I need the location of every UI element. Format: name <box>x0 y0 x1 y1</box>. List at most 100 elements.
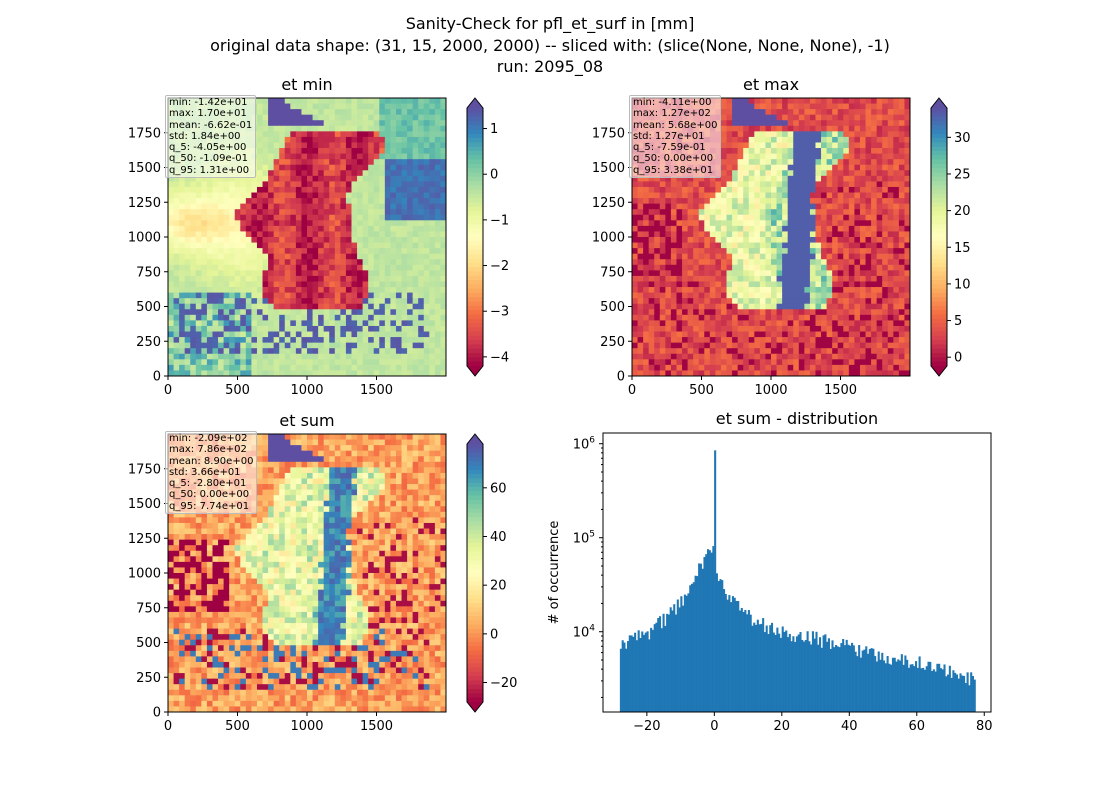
heatmap-cell <box>854 259 861 266</box>
heatmap-cell <box>373 214 380 221</box>
heatmap-cell <box>434 287 441 294</box>
heatmap-cell <box>295 98 302 105</box>
heatmap-cell <box>195 231 202 238</box>
heatmap-cell <box>893 198 900 205</box>
heatmap-cell <box>418 214 425 221</box>
heatmap-cell <box>776 192 783 199</box>
heatmap-cell <box>637 292 644 299</box>
heatmap-cell <box>340 314 347 321</box>
heatmap-cell <box>195 292 202 299</box>
heatmap-cell <box>440 370 447 377</box>
heatmap-cell <box>190 198 197 205</box>
heatmap-cell <box>429 170 436 177</box>
heatmap-cell <box>357 331 364 338</box>
heatmap-cell <box>440 225 447 232</box>
heatmap-cell <box>245 270 252 277</box>
heatmap-cell <box>787 131 794 138</box>
heatmap-cell <box>279 203 286 210</box>
heatmap-cell <box>345 331 352 338</box>
heatmap-cell <box>345 337 352 344</box>
heatmap-cell <box>201 214 208 221</box>
heatmap-cell <box>887 259 894 266</box>
heatmap-cell <box>251 314 258 321</box>
heatmap-cell <box>854 231 861 238</box>
heatmap-cell <box>709 237 716 244</box>
heatmap-cell <box>379 287 386 294</box>
heatmap-cell <box>201 342 208 349</box>
heatmap-cell <box>665 337 672 344</box>
heatmap-cell <box>440 259 447 266</box>
heatmap-cell <box>201 209 208 216</box>
heatmap-cell <box>709 253 716 260</box>
heatmap-cell <box>195 181 202 188</box>
heatmap-cell <box>759 125 766 132</box>
heatmap-cell <box>854 325 861 333</box>
heatmap-cell <box>737 237 744 244</box>
heatmap-cell <box>704 292 711 299</box>
heatmap-cell <box>251 198 258 205</box>
heatmap-cell <box>826 359 833 366</box>
heatmap-cell <box>654 303 661 310</box>
heatmap-cell <box>787 320 794 327</box>
heatmap-cell <box>876 192 883 199</box>
heatmap-cell <box>837 325 844 333</box>
heatmap-cell <box>301 114 308 121</box>
heatmap-cell <box>787 225 794 232</box>
heatmap-cell <box>295 353 302 360</box>
heatmap-cell <box>312 125 319 132</box>
heatmap-cell <box>440 320 447 327</box>
heatmap-cell <box>295 142 302 149</box>
heatmap-cell <box>771 98 778 105</box>
heatmap-cell <box>268 281 275 288</box>
heatmap-cell <box>323 320 330 327</box>
heatmap-cell <box>390 353 397 360</box>
heatmap-cell <box>440 98 447 105</box>
heatmap-cell <box>184 231 191 238</box>
heatmap-cell <box>771 292 778 299</box>
heatmap-cell <box>776 142 783 149</box>
heatmap-cell <box>798 186 805 194</box>
heatmap-cell <box>876 175 883 182</box>
heatmap-cell <box>793 342 800 349</box>
heatmap-cell <box>843 320 850 327</box>
heatmap-cell <box>368 259 375 266</box>
heatmap-cell <box>373 325 380 333</box>
heatmap-cell <box>787 148 794 155</box>
heatmap-cell <box>848 186 855 194</box>
heatmap-cell <box>793 309 800 316</box>
heatmap-cell <box>312 142 319 149</box>
heatmap-cell <box>262 203 269 210</box>
heatmap-cell <box>676 186 683 194</box>
heatmap-cell <box>307 186 314 194</box>
heatmap-cell <box>709 303 716 310</box>
heatmap-cell <box>670 309 677 316</box>
heatmap-cell <box>329 353 336 360</box>
heatmap-cell <box>301 225 308 232</box>
heatmap-cell <box>245 248 252 255</box>
heatmap-cell <box>429 325 436 333</box>
heatmap-cell <box>279 225 286 232</box>
heatmap-cell <box>848 142 855 149</box>
heatmap-cell <box>826 98 833 105</box>
heatmap-cell <box>351 337 358 344</box>
heatmap-cell <box>815 337 822 344</box>
heatmap-cell <box>904 281 911 288</box>
heatmap-cell <box>184 203 191 210</box>
heatmap-cell <box>384 253 391 260</box>
heatmap-cell <box>351 237 358 244</box>
heatmap-cell <box>401 214 408 221</box>
heatmap-cell <box>632 320 639 327</box>
heatmap-cell <box>340 309 347 316</box>
heatmap-cell <box>854 181 861 188</box>
heatmap-cell <box>882 125 889 132</box>
heatmap-cell <box>407 359 414 366</box>
heatmap-cell <box>307 198 314 205</box>
heatmap-cell <box>340 192 347 199</box>
heatmap-cell <box>871 237 878 244</box>
heatmap-cell <box>804 287 811 294</box>
heatmap-cell <box>290 231 297 238</box>
heatmap-cell <box>704 320 711 327</box>
heatmap-cell <box>345 186 352 194</box>
heatmap-cell <box>423 348 430 355</box>
heatmap-cell <box>412 209 419 216</box>
